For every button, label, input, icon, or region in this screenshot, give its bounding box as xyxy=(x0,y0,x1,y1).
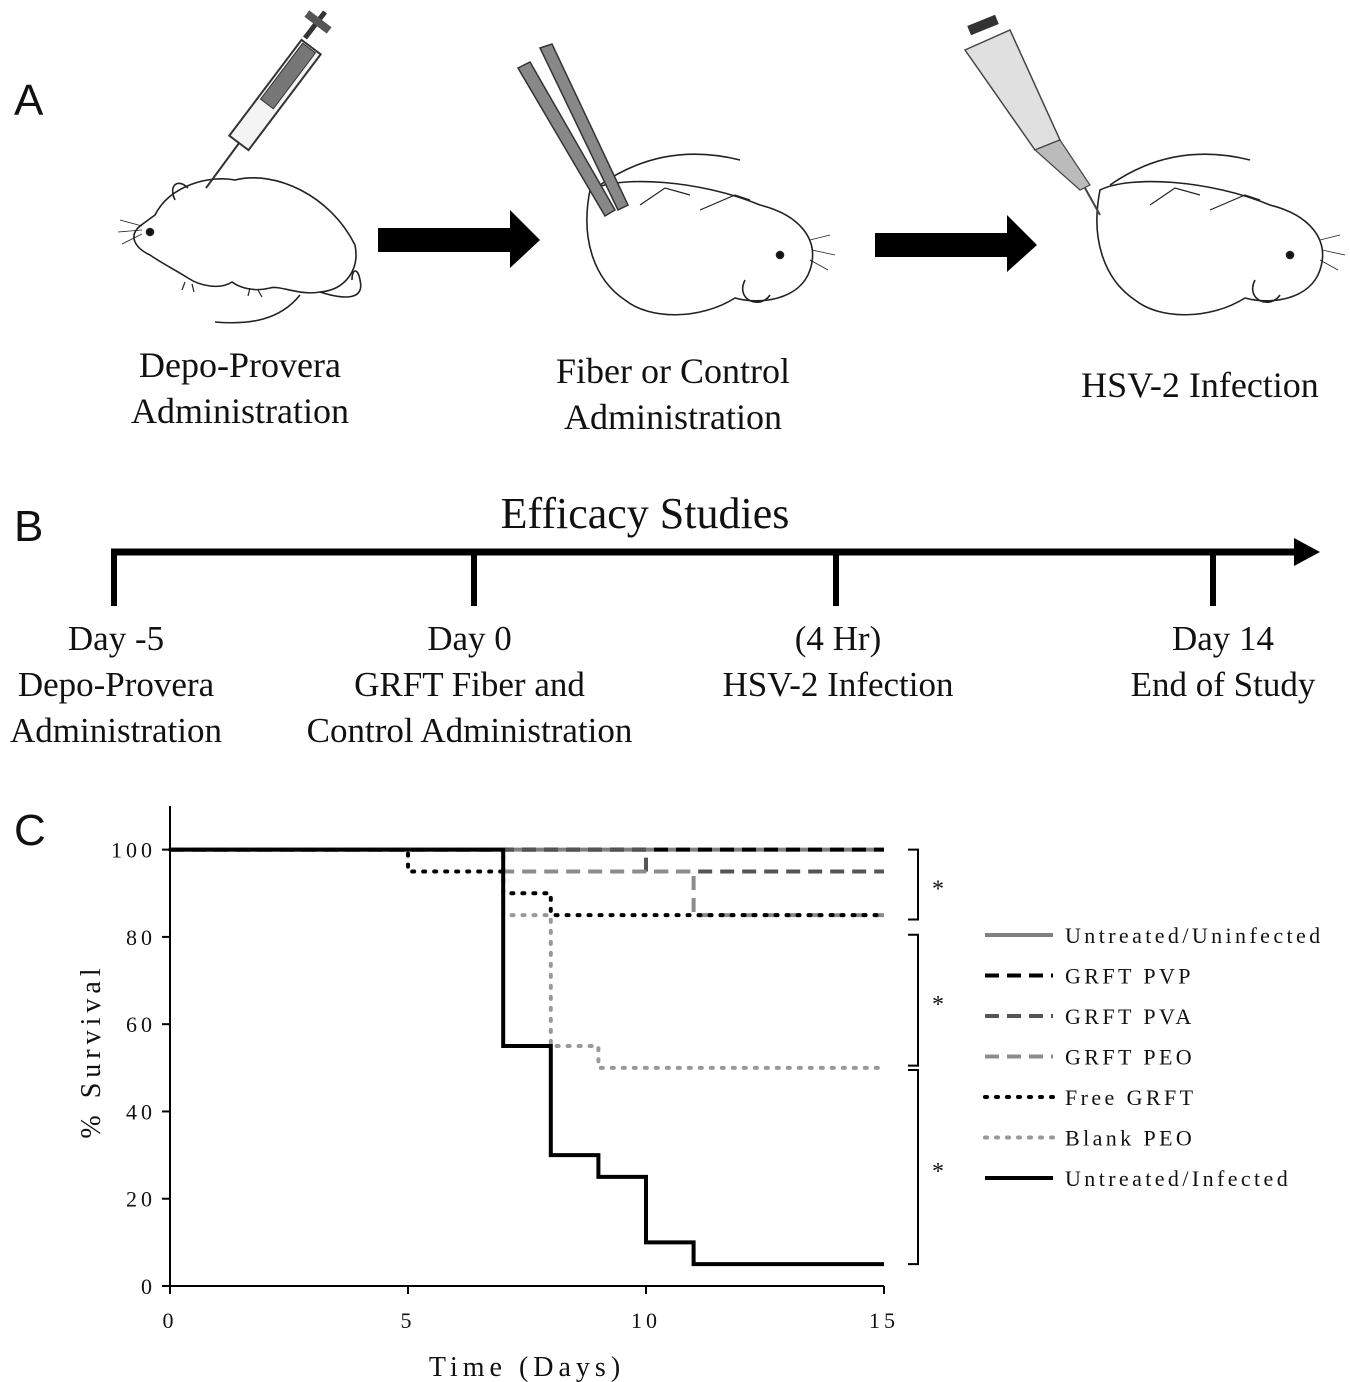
pipette-icon xyxy=(963,14,1101,216)
legend-label: Free GRFT xyxy=(1065,1085,1196,1110)
timepoint-1-event-line1: Depo-Provera xyxy=(17,665,215,704)
timeline xyxy=(111,538,1320,606)
step-arrow-2 xyxy=(875,215,1037,272)
series-line-free-grft xyxy=(168,847,886,918)
step-arrow-1 xyxy=(378,210,540,268)
step-2-caption: Fiber or Control Administration xyxy=(503,348,843,440)
step-2-caption-line1: Fiber or Control xyxy=(556,351,790,391)
panel-a-illustrations xyxy=(117,10,1346,324)
timepoint-2-event-line2: Control Administration xyxy=(306,711,633,750)
significance-bracket xyxy=(908,933,919,1067)
timepoint-1-label: Day -5 Depo-Provera Administration xyxy=(0,616,232,754)
significance-asterisk: * xyxy=(932,992,944,1018)
timepoint-1-event-line2: Administration xyxy=(10,711,222,750)
step-2-caption-line2: Administration xyxy=(564,397,782,437)
y-tick-label: 0 xyxy=(141,1274,156,1299)
y-axis-label: % Survival xyxy=(76,963,107,1138)
mouse-syringe-illustration xyxy=(117,177,362,324)
step-1-caption-line2: Administration xyxy=(131,391,349,431)
timeline-title: Efficacy Studies xyxy=(500,489,790,538)
x-tick-label: 5 xyxy=(401,1308,416,1333)
forceps-icon xyxy=(516,43,629,218)
legend-label: GRFT PVA xyxy=(1065,1004,1195,1029)
x-tick-label: 15 xyxy=(869,1308,899,1333)
panel-c-label: C xyxy=(14,806,46,855)
timepoint-2-event-line1: GRFT Fiber and xyxy=(354,665,585,704)
y-tick-label: 60 xyxy=(126,1012,156,1037)
significance-bracket xyxy=(908,1069,919,1266)
mouse-pipette-illustration xyxy=(1096,153,1346,316)
panel-b-label: B xyxy=(14,502,44,551)
timepoint-4-label: Day 14 End of Study xyxy=(1100,616,1346,708)
y-tick-label: 100 xyxy=(111,838,156,863)
panel-a-label: A xyxy=(14,76,44,125)
legend-label: Blank PEO xyxy=(1065,1126,1195,1151)
timepoint-3-label: (4 Hr) HSV-2 Infection xyxy=(690,616,986,708)
timepoint-2-day: Day 0 xyxy=(427,619,512,658)
x-axis-label: Time (Days) xyxy=(429,1352,625,1382)
series-line-grft-peo xyxy=(170,847,884,918)
x-tick-label: 0 xyxy=(163,1308,178,1333)
x-tick-label: 10 xyxy=(631,1308,661,1333)
series-line-blank-peo xyxy=(168,847,886,1070)
legend-label: GRFT PEO xyxy=(1065,1045,1195,1070)
legend-label: Untreated/Uninfected xyxy=(1065,923,1324,948)
step-3-caption: HSV-2 Infection xyxy=(1050,362,1350,408)
series-line-grft-pva xyxy=(170,847,884,874)
timepoint-4-event: End of Study xyxy=(1130,665,1316,704)
step-1-caption: Depo-Provera Administration xyxy=(80,342,400,434)
timepoint-3-time: (4 Hr) xyxy=(794,619,882,658)
timepoint-3-event: HSV-2 Infection xyxy=(722,665,954,704)
legend-label: Untreated/Infected xyxy=(1065,1166,1291,1191)
timepoint-4-day: Day 14 xyxy=(1171,619,1275,658)
step-3-caption-line1: HSV-2 Infection xyxy=(1081,365,1319,405)
timepoint-2-label: Day 0 GRFT Fiber and Control Administrat… xyxy=(282,616,657,754)
significance-bracket xyxy=(908,848,919,921)
legend-label: GRFT PVP xyxy=(1065,964,1194,989)
y-tick-label: 20 xyxy=(126,1187,156,1212)
timepoint-1-day: Day -5 xyxy=(67,619,165,658)
significance-asterisk: * xyxy=(932,877,944,903)
significance-asterisk: * xyxy=(932,1159,944,1185)
syringe-icon xyxy=(205,10,332,189)
step-1-caption-line1: Depo-Provera xyxy=(139,345,341,385)
timeline-arrowhead xyxy=(1294,538,1320,566)
y-tick-label: 80 xyxy=(126,925,156,950)
mouse-forceps-illustration xyxy=(586,153,836,316)
y-tick-label: 40 xyxy=(126,1099,156,1124)
series-line-untreated-infected xyxy=(170,847,884,1267)
